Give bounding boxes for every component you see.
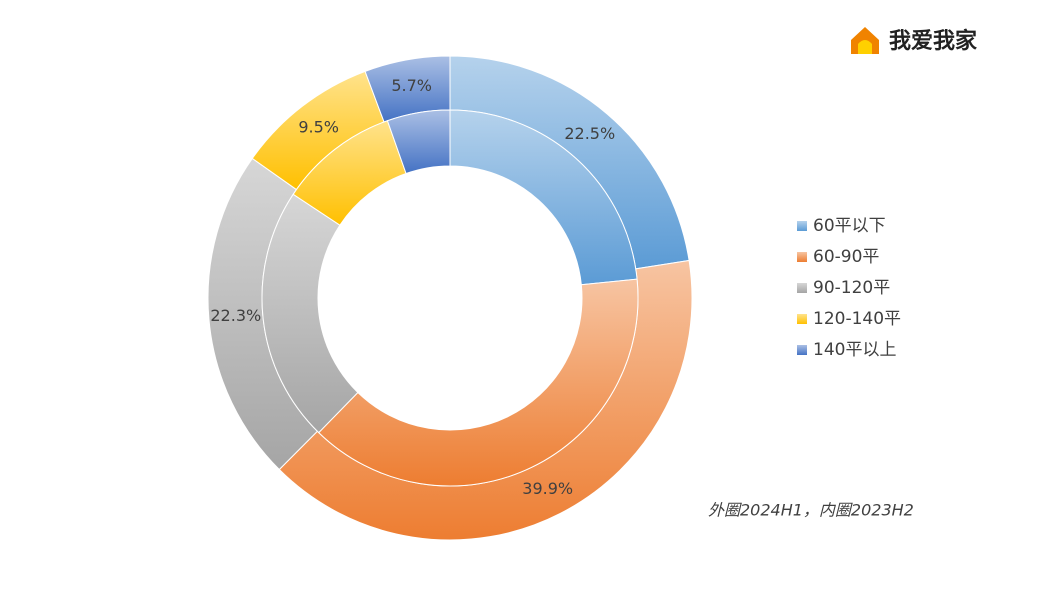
data-label: 9.5%	[298, 117, 339, 136]
donut-slice	[318, 278, 639, 487]
logo: 我爱我家	[851, 27, 978, 54]
legend-label: 90-120平	[813, 278, 890, 298]
legend-swatch	[797, 252, 807, 262]
data-label: 39.9%	[522, 479, 573, 498]
legend-label: 60平以下	[813, 216, 886, 236]
legend-swatch	[797, 314, 807, 324]
legend-swatch	[797, 221, 807, 231]
data-label: 22.3%	[210, 306, 261, 325]
data-label: 22.5%	[564, 124, 615, 143]
brand: 我爱我家	[889, 28, 978, 54]
legend-label: 140平以上	[813, 340, 896, 360]
legend-label: 120-140平	[813, 309, 901, 329]
legend-label: 60-90平	[813, 247, 879, 267]
legend-swatch	[797, 345, 807, 355]
logo-door	[858, 40, 872, 54]
data-label: 5.7%	[391, 76, 432, 95]
donut-slice	[386, 109, 451, 175]
annotation: 外圈2024H1，内圈2023H2	[708, 501, 914, 520]
legend-swatch	[797, 283, 807, 293]
